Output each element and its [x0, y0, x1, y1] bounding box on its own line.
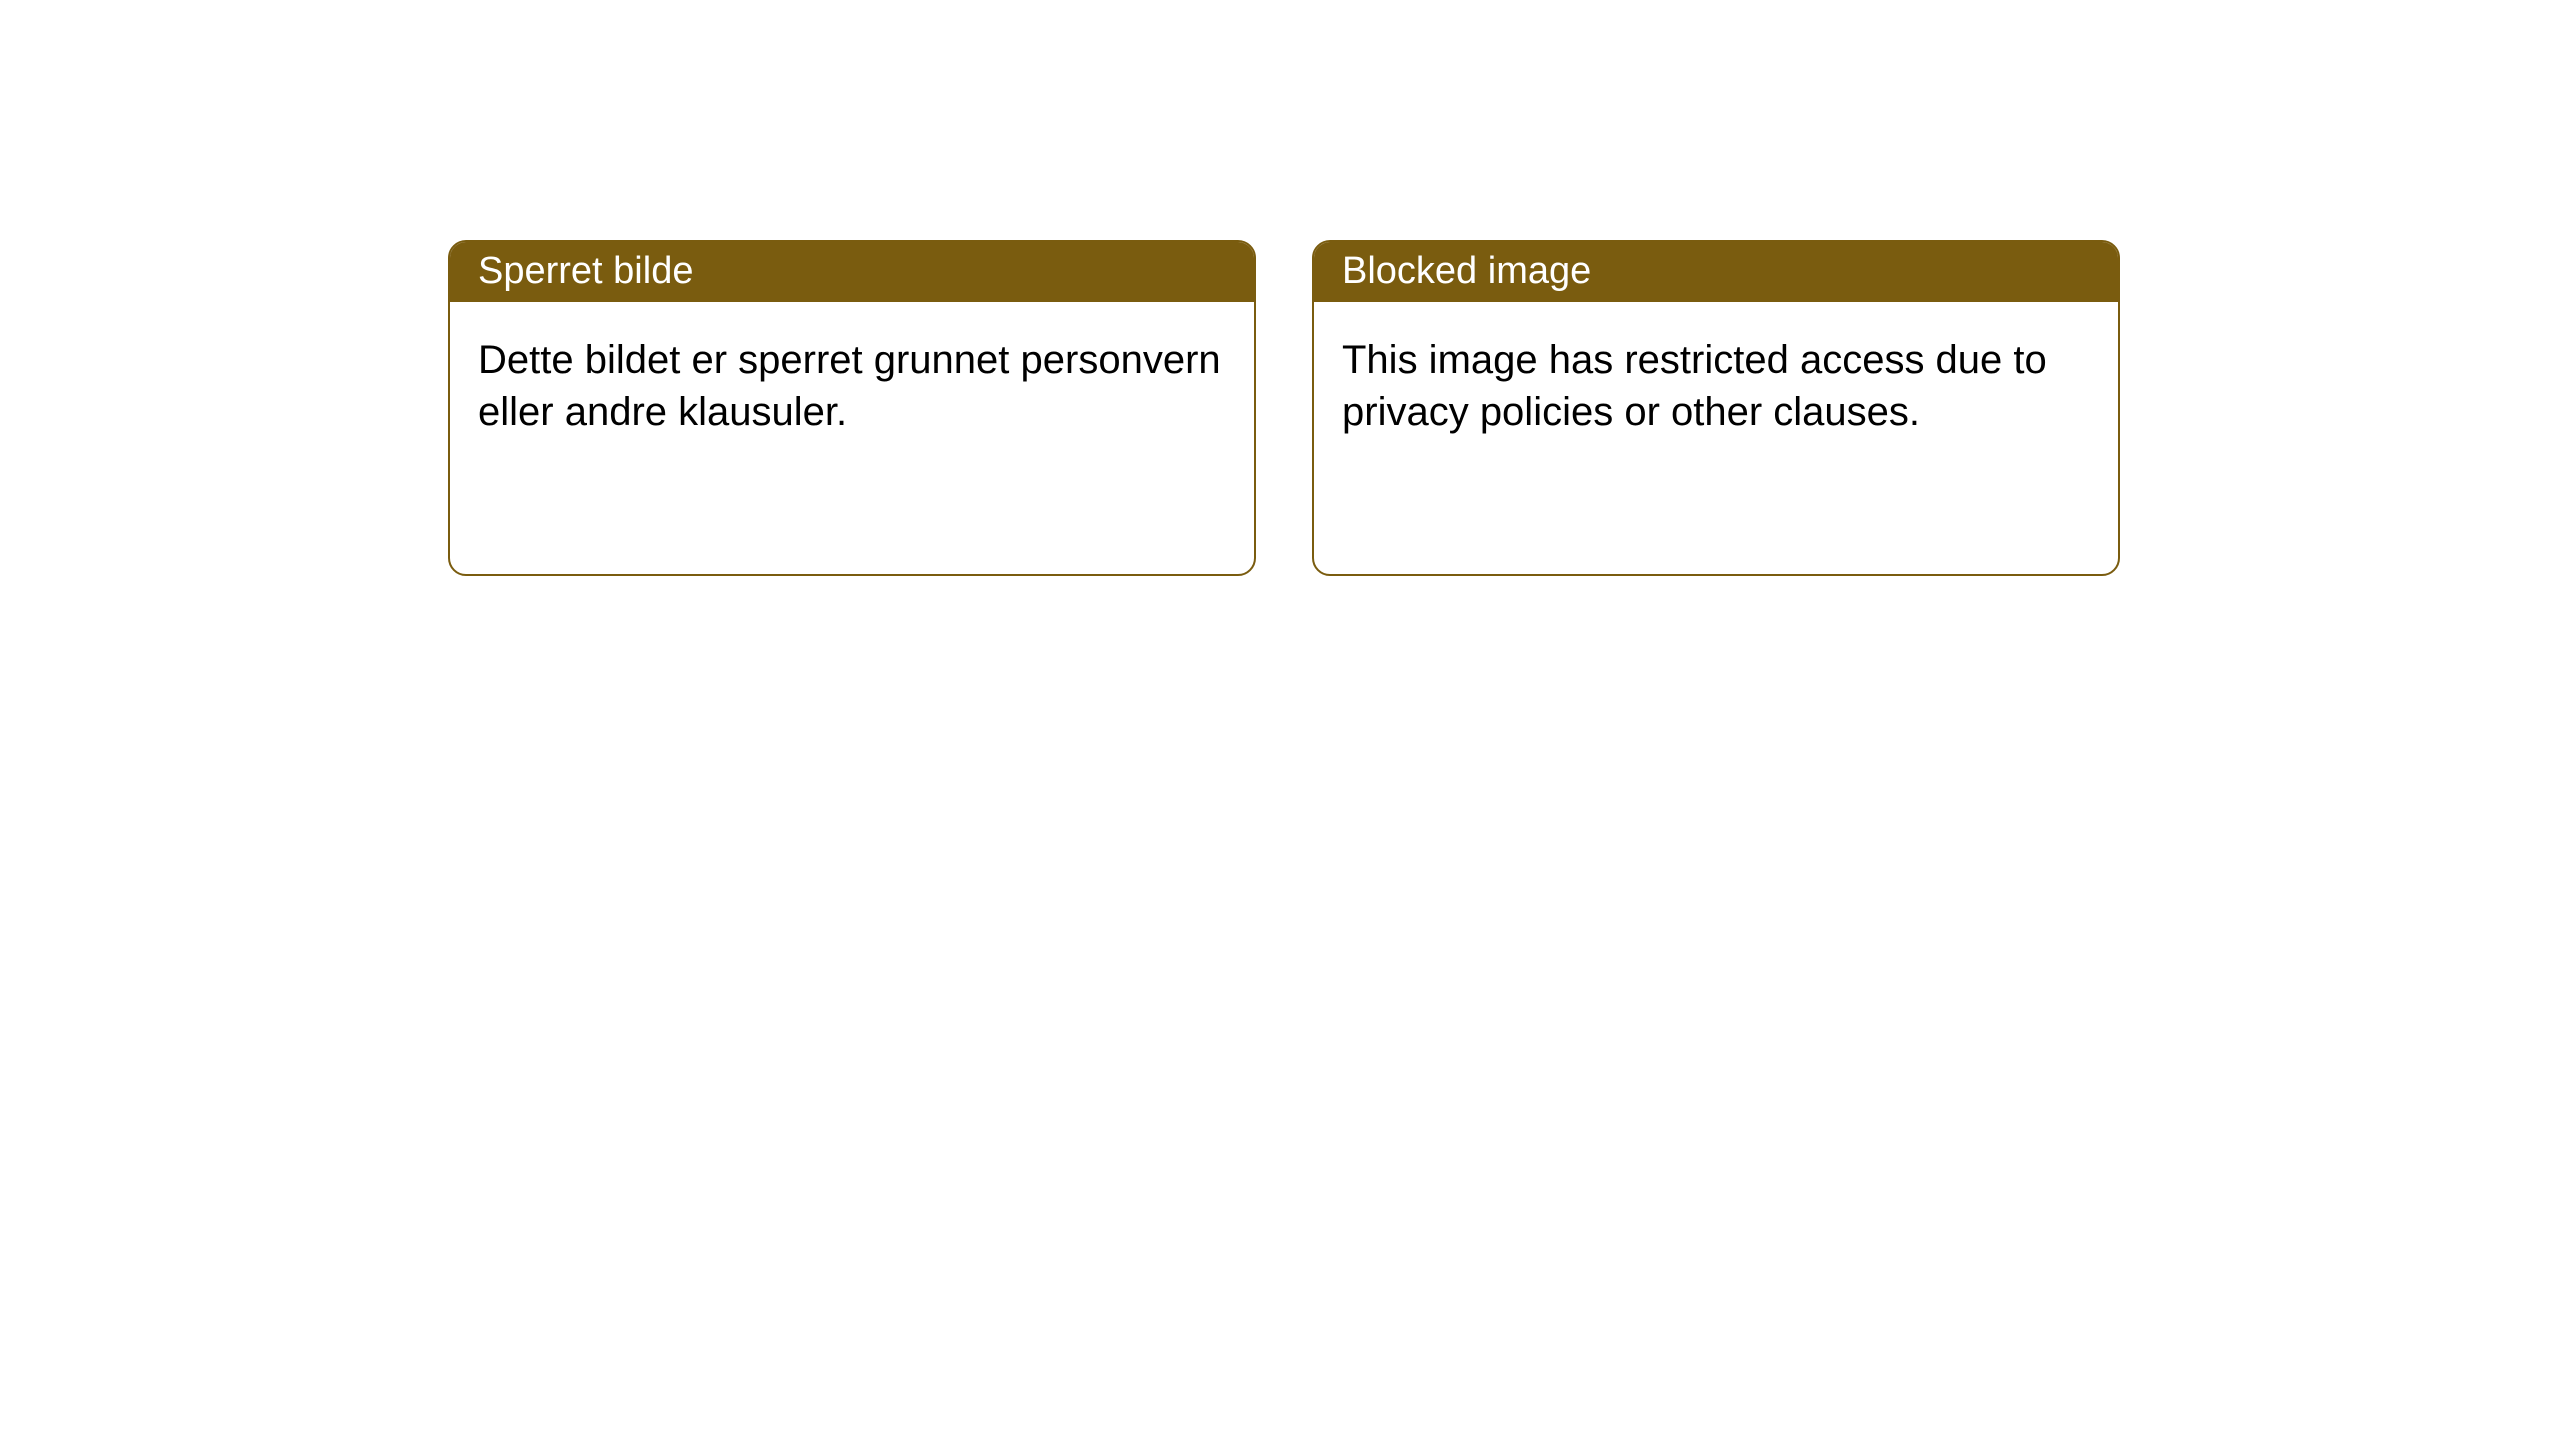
notice-card-english: Blocked image This image has restricted …	[1312, 240, 2120, 576]
notice-title: Blocked image	[1342, 250, 1591, 293]
notice-title: Sperret bilde	[478, 250, 693, 293]
notice-header: Blocked image	[1314, 242, 2118, 302]
notice-card-norwegian: Sperret bilde Dette bildet er sperret gr…	[448, 240, 1256, 576]
notice-body-text: This image has restricted access due to …	[1342, 338, 2047, 434]
notice-body: This image has restricted access due to …	[1314, 302, 2118, 470]
notice-header: Sperret bilde	[450, 242, 1254, 302]
notice-container: Sperret bilde Dette bildet er sperret gr…	[0, 0, 2560, 576]
notice-body: Dette bildet er sperret grunnet personve…	[450, 302, 1254, 470]
notice-body-text: Dette bildet er sperret grunnet personve…	[478, 338, 1221, 434]
